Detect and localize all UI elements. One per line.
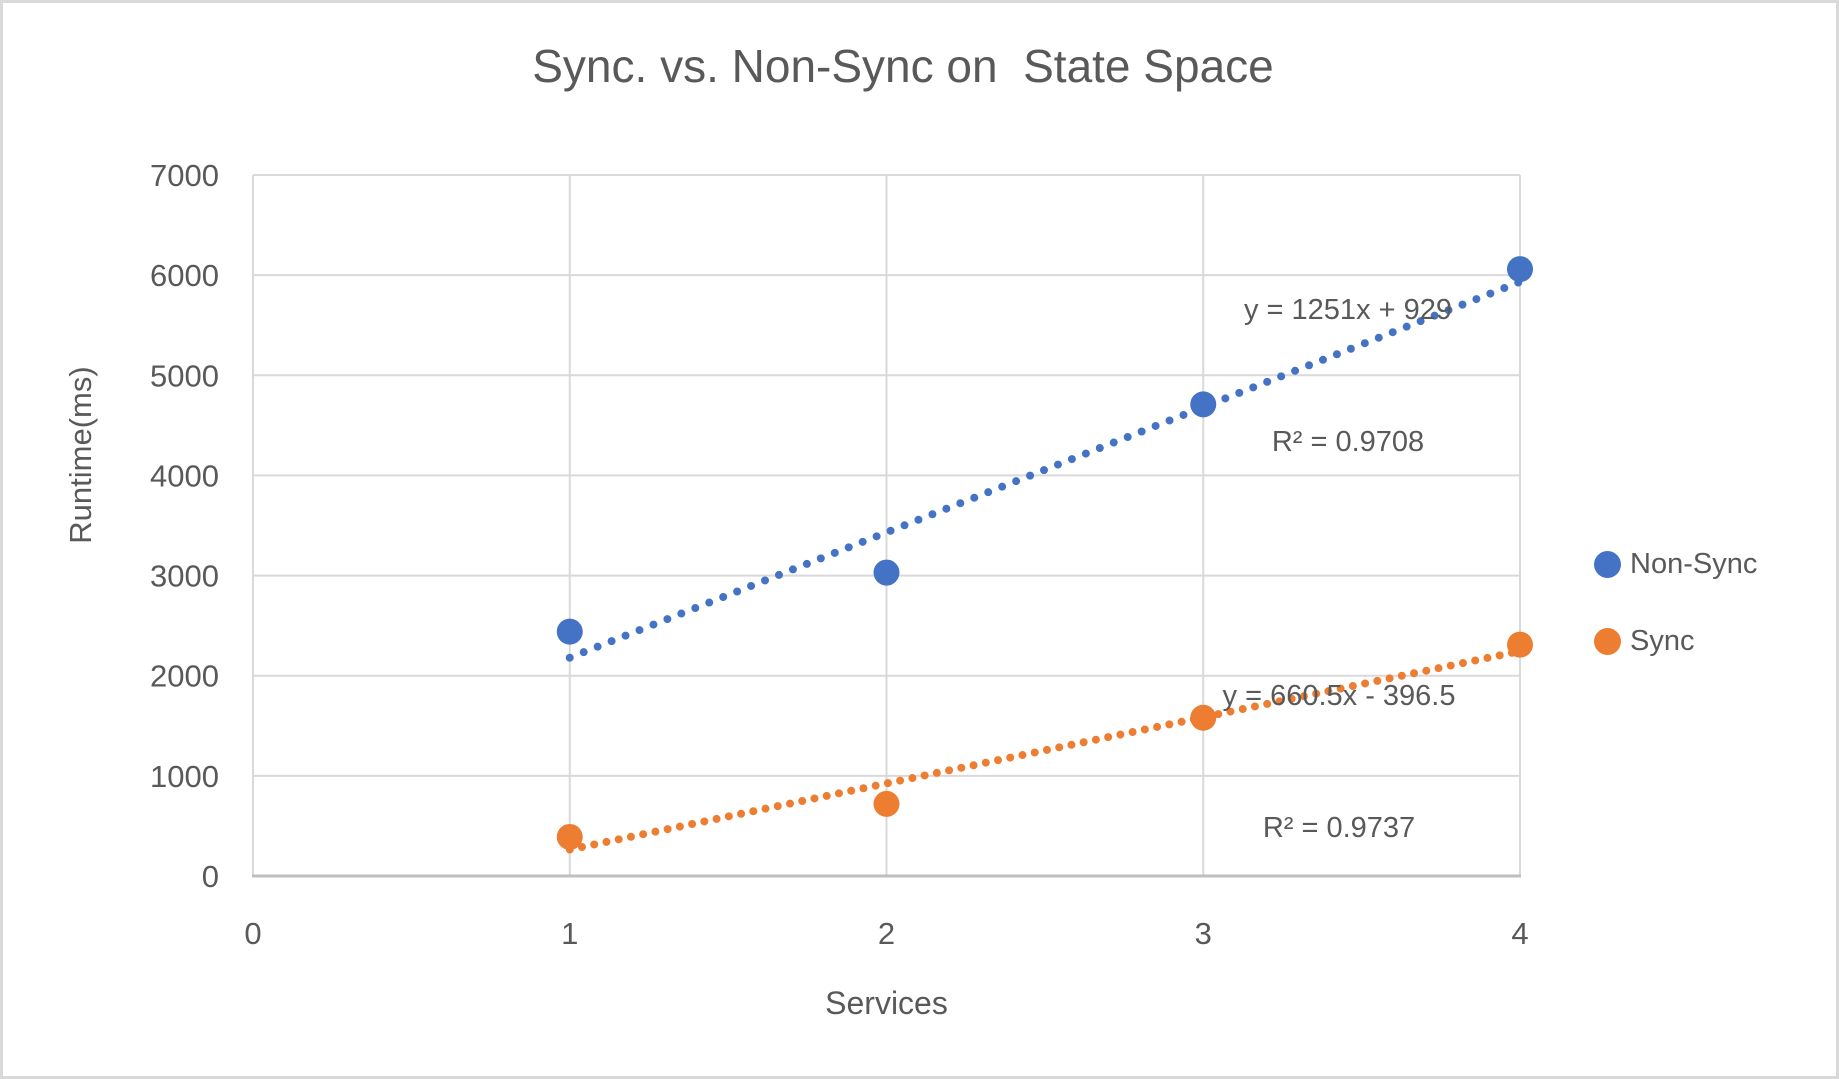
- legend: Non-Sync Sync: [1594, 547, 1757, 658]
- y-tick-label: 6000: [150, 258, 219, 293]
- data-point-non-sync: [1190, 391, 1217, 418]
- plot-area: 0 1 2 3 4 0 1000 2000 3000 4000 5000 6000 7000: [150, 158, 1533, 951]
- legend-entry-sync: Sync: [1594, 624, 1757, 658]
- x-tick-label: 0: [244, 916, 261, 951]
- data-point-sync: [1507, 631, 1533, 658]
- data-point-sync: [873, 790, 900, 817]
- y-tick-label: 7000: [150, 158, 219, 193]
- legend-label-sync: Sync: [1630, 624, 1695, 657]
- trendline-annotation-non-sync: y = 1251x + 929 R² = 0.9708: [1148, 200, 1548, 552]
- trendline-equation-sync: y = 660.5x - 396.5: [1222, 680, 1456, 712]
- data-point-non-sync: [1507, 256, 1533, 283]
- trendline-annotation-sync: y = 660.5x - 396.5 R² = 0.9737: [1139, 586, 1539, 938]
- x-tick-label: 2: [878, 916, 895, 951]
- trendline-non-sync: [565, 277, 1524, 662]
- legend-label-non-sync: Non-Sync: [1630, 547, 1758, 580]
- y-axis-title: Runtime(ms): [63, 366, 98, 544]
- trendline-r-squared-sync: R² = 0.9737: [1262, 812, 1416, 844]
- x-tick-label: 4: [1511, 916, 1528, 951]
- data-point-sync: [556, 823, 583, 850]
- y-tick-label: 2000: [150, 659, 219, 694]
- trendline-equation-non-sync: y = 1251x + 929: [1244, 294, 1452, 326]
- data-point-sync: [1190, 704, 1217, 731]
- x-tick-label: 3: [1195, 916, 1212, 951]
- data-point-non-sync: [556, 618, 583, 645]
- trendline-sync: [565, 647, 1524, 854]
- x-axis-title: Services: [825, 985, 948, 1021]
- legend-marker-sync-icon: [1594, 627, 1621, 655]
- y-tick-label: 4000: [150, 458, 219, 493]
- y-tick-label: 0: [202, 859, 219, 894]
- legend-entry-non-sync: Non-Sync: [1594, 547, 1757, 581]
- y-tick-label: 1000: [150, 759, 219, 794]
- data-point-non-sync: [873, 559, 900, 586]
- trendline-r-squared-non-sync: R² = 0.9708: [1271, 426, 1425, 458]
- y-tick-label: 3000: [150, 559, 219, 594]
- y-tick-label: 5000: [150, 358, 219, 393]
- legend-marker-non-sync-icon: [1594, 550, 1621, 578]
- chart-title: Sync. vs. Non-Sync on State Space: [532, 40, 1274, 92]
- x-tick-label: 1: [561, 916, 578, 951]
